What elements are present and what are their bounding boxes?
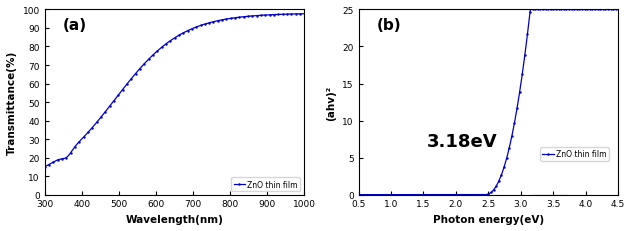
Legend: ZnO thin film: ZnO thin film: [540, 147, 609, 161]
ZnO thin film: [87, 129, 94, 131]
Line: ZnO thin film: ZnO thin film: [44, 14, 305, 168]
ZnO thin film: [507, 137, 515, 140]
Line: ZnO thin film: ZnO thin film: [358, 9, 619, 196]
ZnO thin film: [236, 17, 244, 19]
ZnO thin film: [528, 9, 536, 12]
Y-axis label: (ahv)²: (ahv)²: [327, 85, 337, 120]
ZnO thin film: [300, 13, 308, 16]
ZnO thin film: [422, 193, 429, 196]
ZnO thin film: [355, 193, 362, 196]
ZnO thin film: [214, 20, 222, 23]
ZnO thin film: [401, 193, 408, 196]
ZnO thin film: [41, 166, 49, 168]
ZnO thin film: [550, 9, 558, 12]
Legend: ZnO thin film: ZnO thin film: [231, 177, 300, 191]
Text: (a): (a): [63, 18, 87, 33]
X-axis label: Photon energy(eV): Photon energy(eV): [433, 214, 544, 224]
ZnO thin film: [193, 26, 201, 29]
Y-axis label: Transmittance(%): Transmittance(%): [7, 51, 17, 155]
ZnO thin film: [526, 9, 534, 12]
X-axis label: Wavelength(nm): Wavelength(nm): [125, 214, 223, 224]
ZnO thin film: [107, 103, 115, 106]
ZnO thin film: [472, 193, 480, 196]
Text: 3.18eV: 3.18eV: [427, 133, 497, 151]
ZnO thin film: [158, 46, 166, 49]
Text: (b): (b): [377, 18, 401, 33]
ZnO thin film: [614, 9, 622, 12]
